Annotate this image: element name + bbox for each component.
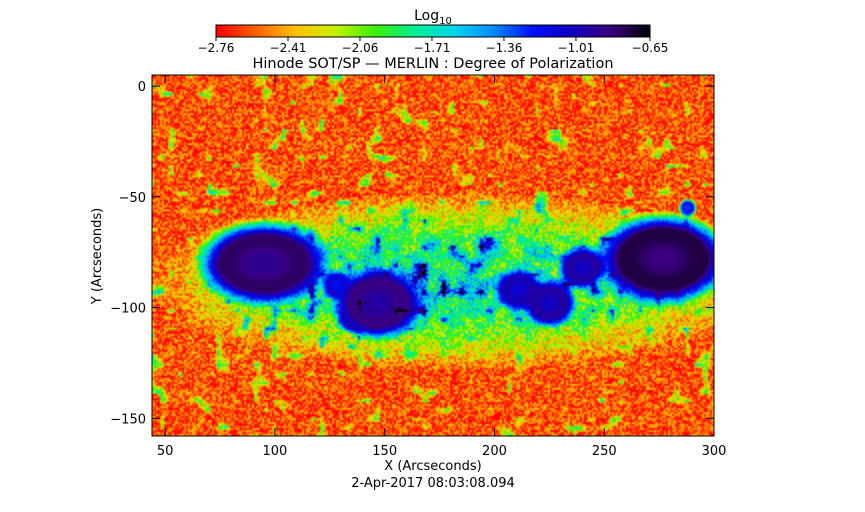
x-tick-label: 300 [702,444,727,459]
colorbar-tick-label: −2.76 [198,41,235,55]
x-tick-label: 250 [592,444,617,459]
x-tick-label: 100 [263,444,288,459]
y-tick-label: −150 [110,412,146,427]
y-tick-label: −50 [119,191,146,206]
y-tick-label: −100 [110,302,146,317]
chart-title: Hinode SOT/SP — MERLIN : Degree of Polar… [252,56,613,72]
x-tick-label: 200 [482,444,507,459]
colorbar [215,24,651,38]
colorbar-tick-label: −1.36 [486,41,523,55]
plot-frame [151,74,715,437]
colorbar-label: Log10 [414,8,452,27]
x-axis-ticks: 50 100 150 200 250 300 [157,75,727,459]
x-tick-label: 150 [372,444,397,459]
x-axis-label: X (Arcseconds) [384,459,481,474]
colorbar-tick-label: −0.65 [632,41,669,55]
polarization-heatmap [152,75,714,436]
y-tick-label: 0 [138,80,146,95]
colorbar-tick-label: −1.71 [414,41,451,55]
colorbar-ticks: −2.76 −2.41 −2.06 −1.71 −1.36 −1.01 −0.65 [198,37,669,55]
y-axis-label: Y (Arcseconds) [90,208,105,305]
colorbar-tick-label: −2.41 [270,41,307,55]
x-tick-label: 50 [157,444,174,459]
timestamp: 2-Apr-2017 08:03:08.094 [351,476,515,491]
plot-area [152,75,714,436]
colorbar-tick-label: −2.06 [342,41,379,55]
y-axis-ticks: 0 −50 −100 −150 [110,80,714,427]
colorbar-tick-label: −1.01 [558,41,595,55]
